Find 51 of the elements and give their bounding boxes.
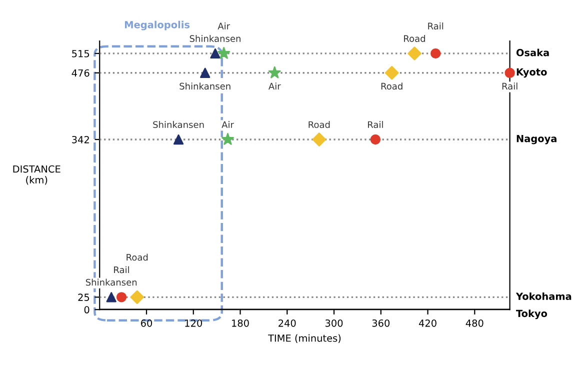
text: Air — [222, 121, 234, 128]
series-label: Air — [268, 82, 281, 90]
ref-line-label: Tokyo — [516, 310, 548, 320]
text: Shinkansen — [190, 35, 240, 42]
point — [200, 68, 210, 78]
x-tick-label: 420 — [418, 319, 436, 327]
point — [218, 46, 230, 59]
x-axis-title: TIME (minutes) — [268, 334, 341, 343]
point — [116, 292, 127, 302]
text: Road — [308, 121, 330, 128]
y-tick-label: 476 — [72, 69, 90, 77]
point — [312, 132, 326, 146]
series-label: Shinkansen — [180, 82, 230, 90]
x-tick-label: 60 — [140, 319, 152, 327]
point — [173, 134, 184, 145]
x-tick-label: 120 — [185, 319, 202, 327]
point — [430, 48, 441, 59]
text: Megalopolis — [124, 20, 190, 30]
point — [222, 132, 234, 145]
point — [106, 292, 116, 302]
text: Air — [218, 22, 230, 30]
point — [504, 68, 515, 78]
x-tick-label: 480 — [466, 319, 484, 327]
y-tick-label: 25 — [78, 294, 90, 301]
text: Rail — [114, 266, 129, 274]
series-label: Rail — [502, 82, 518, 90]
series-label: Road — [381, 82, 402, 90]
x-tick-label: 180 — [232, 319, 249, 327]
text: Rail — [368, 121, 383, 128]
y-tick-label: 0 — [84, 306, 90, 314]
point — [384, 66, 399, 80]
text: Shinkansen — [86, 278, 137, 286]
point — [268, 66, 281, 78]
x-tick-label: 300 — [325, 319, 343, 327]
ref-line-label: Nagoya — [516, 135, 556, 144]
text: Rail — [428, 22, 444, 30]
x-tick-label: 360 — [372, 319, 390, 327]
text: Road — [126, 254, 148, 261]
point — [130, 290, 144, 304]
ref-line-label: Kyoto — [516, 68, 547, 78]
text: Shinkansen — [153, 121, 204, 128]
point — [210, 48, 220, 59]
y-tick-label: 515 — [72, 50, 90, 58]
x-tick-label: 240 — [278, 319, 296, 327]
y-axis-title: DISTANCE (km) — [13, 165, 60, 185]
ref-line-label: Osaka — [516, 48, 549, 56]
point — [408, 46, 422, 60]
ref-line-label: Yokohama — [516, 292, 572, 300]
y-tick-label: 342 — [72, 136, 89, 144]
text: Road — [404, 35, 426, 42]
point — [370, 134, 381, 145]
